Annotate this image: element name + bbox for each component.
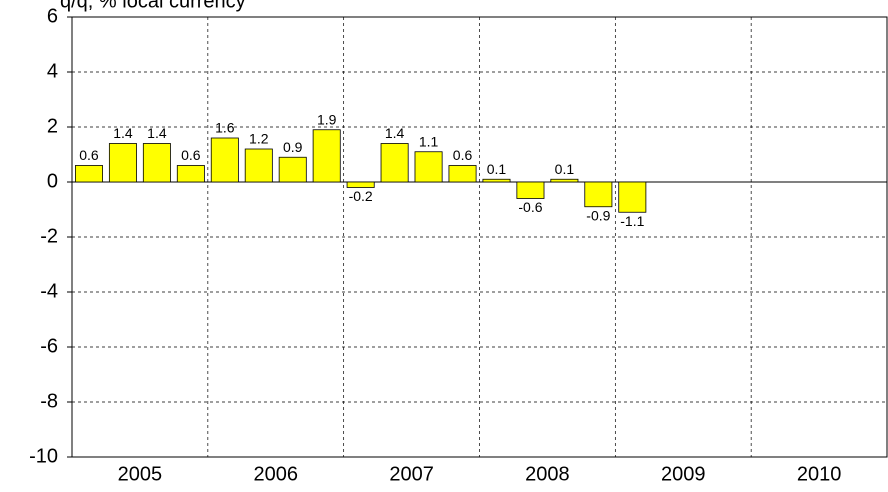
bar xyxy=(550,178,579,183)
bar xyxy=(176,165,205,183)
data-label: 1.6 xyxy=(215,120,235,136)
bar xyxy=(74,165,103,183)
data-label: 1.1 xyxy=(419,133,439,149)
data-label: 1.2 xyxy=(249,131,269,147)
y-tick-label: -8 xyxy=(40,390,58,412)
bar xyxy=(414,151,443,183)
data-label: 1.9 xyxy=(317,111,337,127)
data-label: 0.9 xyxy=(283,139,303,155)
x-tick-label: 2005 xyxy=(118,463,163,485)
x-tick-label: 2010 xyxy=(797,463,842,485)
bar xyxy=(584,181,613,208)
bar xyxy=(516,181,545,199)
data-label: 0.1 xyxy=(487,161,507,177)
bar xyxy=(380,143,409,183)
x-tick-label: 2009 xyxy=(661,463,706,485)
y-tick-label: -10 xyxy=(29,445,58,467)
bar xyxy=(312,129,341,183)
y-tick-label: 4 xyxy=(47,60,58,82)
y-tick-label: -4 xyxy=(40,280,58,302)
data-label: 1.4 xyxy=(113,125,133,141)
bar xyxy=(108,143,137,183)
chart-title: q/q, % local currency xyxy=(60,0,246,12)
bar xyxy=(618,181,647,213)
bar xyxy=(278,156,307,183)
bar xyxy=(210,137,239,183)
x-tick-label: 2007 xyxy=(389,463,434,485)
y-tick-label: -6 xyxy=(40,335,58,357)
x-tick-label: 2008 xyxy=(525,463,570,485)
x-tick-label: 2006 xyxy=(254,463,299,485)
bar xyxy=(482,178,511,183)
data-label: 1.4 xyxy=(147,125,167,141)
plot-frame xyxy=(71,16,888,458)
y-tick-label: 0 xyxy=(47,170,58,192)
data-label: -0.9 xyxy=(586,207,610,223)
data-label: -1.1 xyxy=(620,213,644,229)
bar xyxy=(346,181,375,188)
bar xyxy=(142,143,171,183)
data-label: 1.4 xyxy=(385,125,405,141)
bar xyxy=(244,148,273,183)
data-label: 0.6 xyxy=(453,147,473,163)
data-label: 0.6 xyxy=(79,147,99,163)
bar xyxy=(448,165,477,183)
y-tick-label: 6 xyxy=(47,5,58,27)
data-label: -0.2 xyxy=(349,188,373,204)
y-tick-label: 2 xyxy=(47,115,58,137)
data-label: 0.1 xyxy=(555,161,575,177)
data-label: 0.6 xyxy=(181,147,201,163)
y-tick-label: -2 xyxy=(40,225,58,247)
data-label: -0.6 xyxy=(518,199,542,215)
